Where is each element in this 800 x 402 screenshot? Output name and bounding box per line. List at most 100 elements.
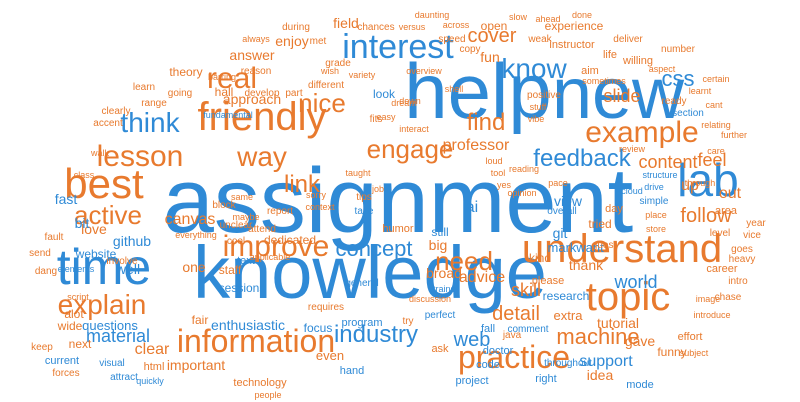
- word-certain: certain: [702, 74, 729, 84]
- word-attend: attend: [248, 224, 276, 235]
- word-number: number: [661, 44, 696, 55]
- word-area: area: [715, 205, 738, 217]
- word-range: range: [141, 98, 167, 109]
- word-java: java: [502, 330, 522, 341]
- word-daunting: daunting: [415, 10, 450, 20]
- word-image: image: [696, 294, 721, 304]
- word-questions: questions: [82, 318, 138, 333]
- word-right: right: [535, 373, 556, 385]
- word-same: same: [231, 192, 253, 202]
- word-ai: ai: [466, 199, 478, 216]
- word-positive: positive: [527, 90, 561, 101]
- word-css: css: [662, 66, 695, 91]
- word-chase: chase: [715, 292, 742, 303]
- word-clear: clear: [135, 341, 170, 358]
- word-grade: grade: [325, 58, 351, 69]
- word-machine: machine: [556, 324, 639, 349]
- word-real: real: [207, 62, 257, 95]
- word-vibe: vibe: [528, 114, 545, 124]
- word-met: met: [310, 36, 327, 47]
- word-view: view: [554, 193, 583, 209]
- word-tried: tried: [588, 217, 611, 231]
- word-feedback: feedback: [533, 145, 631, 172]
- word-still: still: [431, 225, 448, 239]
- word-chances: chances: [357, 22, 394, 33]
- word-know: know: [501, 53, 567, 84]
- word-trains: trains: [433, 284, 456, 294]
- word-visual: visual: [99, 358, 125, 369]
- word-interest: interest: [342, 28, 454, 66]
- word-fair: fair: [192, 313, 209, 327]
- word-report: report: [267, 206, 293, 217]
- word-way: way: [236, 141, 287, 172]
- word-staff: staff: [219, 263, 242, 277]
- word-people: people: [254, 390, 281, 400]
- word-need: need: [435, 246, 493, 276]
- word-sorry: sorry: [306, 190, 326, 200]
- word-easy: easy: [376, 112, 396, 122]
- word-mode: mode: [626, 379, 654, 391]
- word-elements: elements: [58, 264, 95, 274]
- word-hand: hand: [340, 365, 364, 377]
- word-lab: lab: [677, 154, 738, 206]
- word-everything: everything: [175, 230, 217, 240]
- word-active: active: [74, 200, 142, 230]
- word-accent: accent: [93, 118, 123, 129]
- word-important: important: [167, 357, 225, 373]
- word-want: want: [575, 240, 604, 255]
- word-applicable: applicable: [250, 252, 291, 262]
- word-text: text: [237, 255, 255, 267]
- word-develop: develop: [244, 88, 279, 99]
- word-guest: guest: [592, 240, 617, 251]
- word-kind: kind: [529, 251, 551, 265]
- word-fault: fault: [45, 232, 64, 243]
- word-nice: nice: [298, 88, 346, 118]
- word-look: look: [373, 87, 396, 101]
- word-thank: thank: [569, 257, 604, 273]
- word-material: material: [86, 326, 150, 346]
- word-life: life: [603, 49, 617, 61]
- word-reading: reading: [509, 164, 539, 174]
- word-try: try: [402, 316, 413, 327]
- word-mark: mark: [548, 240, 577, 255]
- word-git: git: [553, 225, 568, 241]
- word-barring: barring: [208, 72, 236, 82]
- word-instructor: instructor: [549, 39, 595, 51]
- word-feel: feel: [697, 150, 726, 170]
- word-fun: fun: [480, 49, 499, 65]
- word-even: even: [316, 348, 344, 363]
- word-comment: comment: [507, 324, 548, 335]
- word-vice: vice: [743, 230, 761, 241]
- word-field: field: [333, 15, 359, 31]
- word-introduce: introduce: [693, 310, 730, 320]
- word-general: general: [345, 278, 378, 289]
- word-aim: aim: [581, 65, 599, 77]
- word-detail: detail: [492, 303, 540, 325]
- word-unclear: unclear: [220, 220, 253, 231]
- word-bit: bit: [75, 215, 90, 231]
- word-cover: cover: [468, 25, 517, 47]
- word-year: year: [746, 218, 766, 229]
- word-relating: relating: [701, 120, 731, 130]
- word-big: big: [429, 237, 448, 253]
- word-research: research: [543, 289, 590, 303]
- word-part: part: [285, 88, 302, 99]
- word-maybe: maybe: [232, 212, 259, 222]
- word-during: during: [282, 22, 310, 33]
- word-answer: answer: [229, 47, 274, 63]
- word-day: day: [605, 203, 623, 215]
- word-job: job: [371, 184, 384, 194]
- word-reason: reason: [241, 66, 272, 77]
- word-html: html: [144, 361, 165, 373]
- word-lesson: lesson: [97, 140, 184, 173]
- word-tips: tips: [356, 192, 372, 203]
- word-assignment: assignment: [163, 150, 633, 252]
- word-career: career: [706, 263, 738, 275]
- word-technology: technology: [233, 377, 287, 389]
- word-forces: forces: [52, 368, 79, 379]
- word-copy: copy: [459, 44, 480, 55]
- word-link: link: [284, 171, 321, 198]
- word-dream: dream: [391, 98, 417, 108]
- word-hall: hall: [215, 85, 234, 99]
